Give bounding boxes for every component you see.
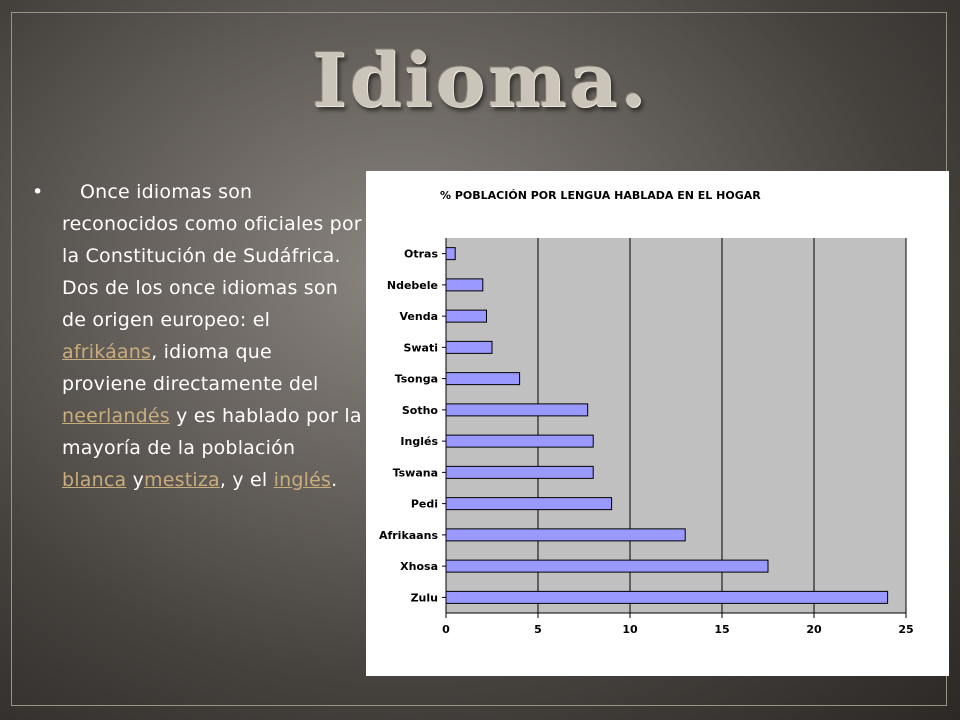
text-segment-4: y [126, 469, 145, 491]
x-tick-label-0: 0 [442, 623, 450, 636]
x-tick-label-5: 5 [534, 623, 542, 636]
chart-title: % POBLACIÓN POR LENGUA HABLADA EN EL HOG… [440, 189, 761, 202]
link-ingles[interactable]: inglés [273, 469, 332, 491]
body-text: • Once idiomas son reconocidos como ofic… [32, 176, 362, 496]
bar-zulu [445, 590, 889, 604]
category-label-tswana: Tswana [393, 466, 438, 479]
x-tick-label-20: 20 [806, 623, 822, 636]
slide-title: Idioma. [312, 38, 649, 124]
category-label-ndebele: Ndebele [387, 279, 438, 292]
category-label-sotho: Sotho [402, 404, 439, 417]
category-label-venda: Venda [400, 310, 439, 323]
category-label-xhosa: Xhosa [400, 560, 438, 573]
text-segment-5: , y el [219, 469, 274, 491]
x-tick-label-25: 25 [898, 623, 913, 636]
bullet-marker: • [32, 181, 44, 203]
bar-otras [445, 247, 456, 261]
link-neerlandes[interactable]: neerlandés [62, 405, 170, 427]
x-tick-label-10: 10 [622, 623, 638, 636]
x-tick-label-15: 15 [714, 623, 729, 636]
bar-ndebele [445, 278, 484, 292]
bar-tswana [445, 465, 594, 479]
link-afrikaans[interactable]: afrikáans [62, 341, 152, 363]
category-label-otras: Otras [404, 248, 438, 261]
language-bar-chart: % POBLACIÓN POR LENGUA HABLADA EN EL HOG… [379, 189, 914, 636]
bar-tsonga [445, 372, 521, 386]
bar-xhosa [445, 559, 769, 573]
bar-venda [445, 309, 487, 323]
bar-swati [445, 340, 493, 354]
text-segment-3: y es hablado por la mayoría de la poblac… [62, 405, 362, 459]
link-mestiza[interactable]: mestiza [144, 469, 220, 491]
category-label-inglés: Inglés [400, 435, 438, 448]
category-label-tsonga: Tsonga [395, 373, 438, 386]
category-label-zulu: Zulu [411, 591, 438, 604]
chart-container: % POBLACIÓN POR LENGUA HABLADA EN EL HOG… [366, 171, 949, 676]
plot-area [446, 238, 906, 613]
text-segment-6: . [331, 469, 338, 491]
category-label-swati: Swati [403, 341, 438, 354]
text-segment-2: , idioma que proviene directamente del [62, 341, 319, 395]
category-label-pedi: Pedi [411, 498, 438, 511]
bar-pedi [445, 497, 613, 511]
bar-afrikaans [445, 528, 686, 542]
category-label-afrikaans: Afrikaans [379, 529, 438, 542]
text-segment-1: Once idiomas son reconocidos como oficia… [62, 181, 362, 331]
bar-sotho [445, 403, 589, 417]
link-blanca[interactable]: blanca [62, 469, 127, 491]
bar-inglés [445, 434, 594, 448]
